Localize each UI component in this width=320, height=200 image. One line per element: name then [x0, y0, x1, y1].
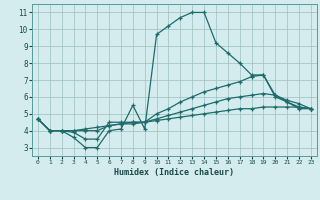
X-axis label: Humidex (Indice chaleur): Humidex (Indice chaleur) [115, 168, 234, 177]
